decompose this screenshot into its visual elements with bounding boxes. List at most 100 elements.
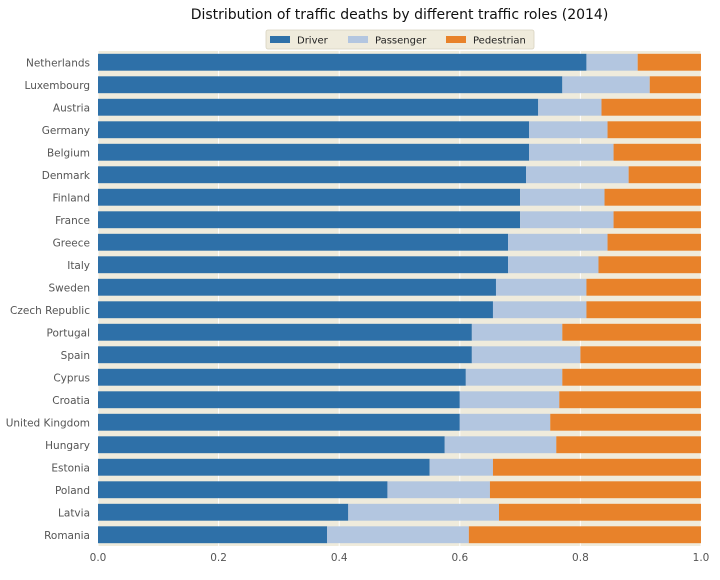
bar-pedestrian-cyprus [562,368,701,386]
bar-pedestrian-greece [607,233,701,251]
category-label: Sweden [49,282,91,294]
bar-passenger-germany [529,121,608,139]
chart-title: Distribution of traffic deaths by differ… [191,7,609,23]
category-label: Luxembourg [25,80,90,92]
category-label: Greece [53,237,90,249]
bar-driver-romania [98,526,328,544]
category-label: Netherlands [26,57,90,69]
category-label: Germany [42,125,90,137]
bar-pedestrian-denmark [628,166,701,184]
bar-passenger-netherlands [586,53,638,71]
bar-passenger-greece [508,233,608,251]
category-label: Portugal [47,327,91,339]
x-tick-label: 0.0 [90,552,107,564]
bar-pedestrian-hungary [556,436,701,454]
bar-driver-netherlands [98,53,587,71]
legend-swatch-driver [270,36,290,43]
legend-swatch-pedestrian [446,36,466,43]
bar-driver-sweden [98,278,496,296]
category-label: Romania [44,530,90,542]
bar-passenger-sweden [495,278,587,296]
x-tick-label: 1.0 [693,552,710,564]
bar-passenger-croatia [459,391,560,409]
bar-driver-estonia [98,458,430,476]
bar-pedestrian-czech-republic [586,301,701,319]
bar-passenger-cyprus [465,368,563,386]
bar-passenger-finland [520,188,605,206]
category-label: Latvia [58,507,90,519]
bar-pedestrian-austria [601,98,701,116]
legend-label-passenger: Passenger [375,36,427,47]
bar-driver-poland [98,481,388,499]
bar-passenger-austria [538,98,602,116]
x-tick-label: 0.4 [331,552,348,564]
bar-driver-austria [98,98,539,116]
category-label: Denmark [42,170,91,182]
bar-driver-latvia [98,503,349,521]
bar-passenger-hungary [444,436,557,454]
category-label: Italy [67,260,90,272]
category-label: United Kingdom [6,417,90,429]
bar-driver-united-kingdom [98,413,460,431]
bar-passenger-estonia [429,458,493,476]
bar-passenger-italy [508,256,599,274]
bar-pedestrian-germany [607,121,701,139]
bar-driver-hungary [98,436,445,454]
bar-driver-germany [98,121,530,139]
bar-pedestrian-luxembourg [649,76,701,94]
bar-pedestrian-united-kingdom [550,413,701,431]
x-tick-label: 0.8 [572,552,589,564]
bar-driver-croatia [98,391,460,409]
category-label: Belgium [47,147,90,159]
category-label: Finland [52,192,90,204]
bar-driver-cyprus [98,368,466,386]
bar-driver-belgium [98,143,530,161]
bar-driver-greece [98,233,509,251]
x-tick-label: 0.6 [451,552,468,564]
bar-passenger-portugal [471,323,563,341]
category-label: Hungary [45,440,90,452]
bar-pedestrian-latvia [498,503,701,521]
legend-label-pedestrian: Pedestrian [473,36,526,47]
legend-label-driver: Driver [297,36,329,47]
bar-driver-france [98,211,521,229]
bar-pedestrian-romania [468,526,701,544]
bar-driver-portugal [98,323,472,341]
bar-pedestrian-netherlands [637,53,701,71]
bar-driver-finland [98,188,521,206]
bar-pedestrian-belgium [613,143,701,161]
bar-pedestrian-sweden [586,278,701,296]
bar-pedestrian-poland [489,481,701,499]
bar-passenger-spain [471,346,581,364]
category-label: Cyprus [53,372,90,384]
category-label: Spain [61,350,90,362]
bar-passenger-czech-republic [492,301,587,319]
bar-passenger-latvia [348,503,499,521]
bar-passenger-luxembourg [562,76,650,94]
bar-driver-denmark [98,166,527,184]
bar-passenger-romania [327,526,469,544]
bar-driver-czech-republic [98,301,493,319]
x-tick-label: 0.2 [210,552,227,564]
bar-pedestrian-croatia [559,391,701,409]
legend-swatch-passenger [348,36,368,43]
bar-passenger-poland [387,481,490,499]
category-label: France [55,215,90,227]
category-label: Austria [53,102,90,114]
bar-pedestrian-portugal [562,323,701,341]
bar-passenger-denmark [526,166,629,184]
legend [265,29,535,50]
bar-passenger-belgium [529,143,614,161]
bar-pedestrian-italy [598,256,701,274]
bar-passenger-united-kingdom [459,413,551,431]
category-label: Estonia [51,462,90,474]
bar-pedestrian-finland [604,188,701,206]
bar-pedestrian-estonia [492,458,701,476]
bar-driver-luxembourg [98,76,563,94]
bar-pedestrian-france [613,211,701,229]
category-label: Poland [55,485,90,497]
category-label: Croatia [52,395,90,407]
bar-passenger-france [520,211,614,229]
